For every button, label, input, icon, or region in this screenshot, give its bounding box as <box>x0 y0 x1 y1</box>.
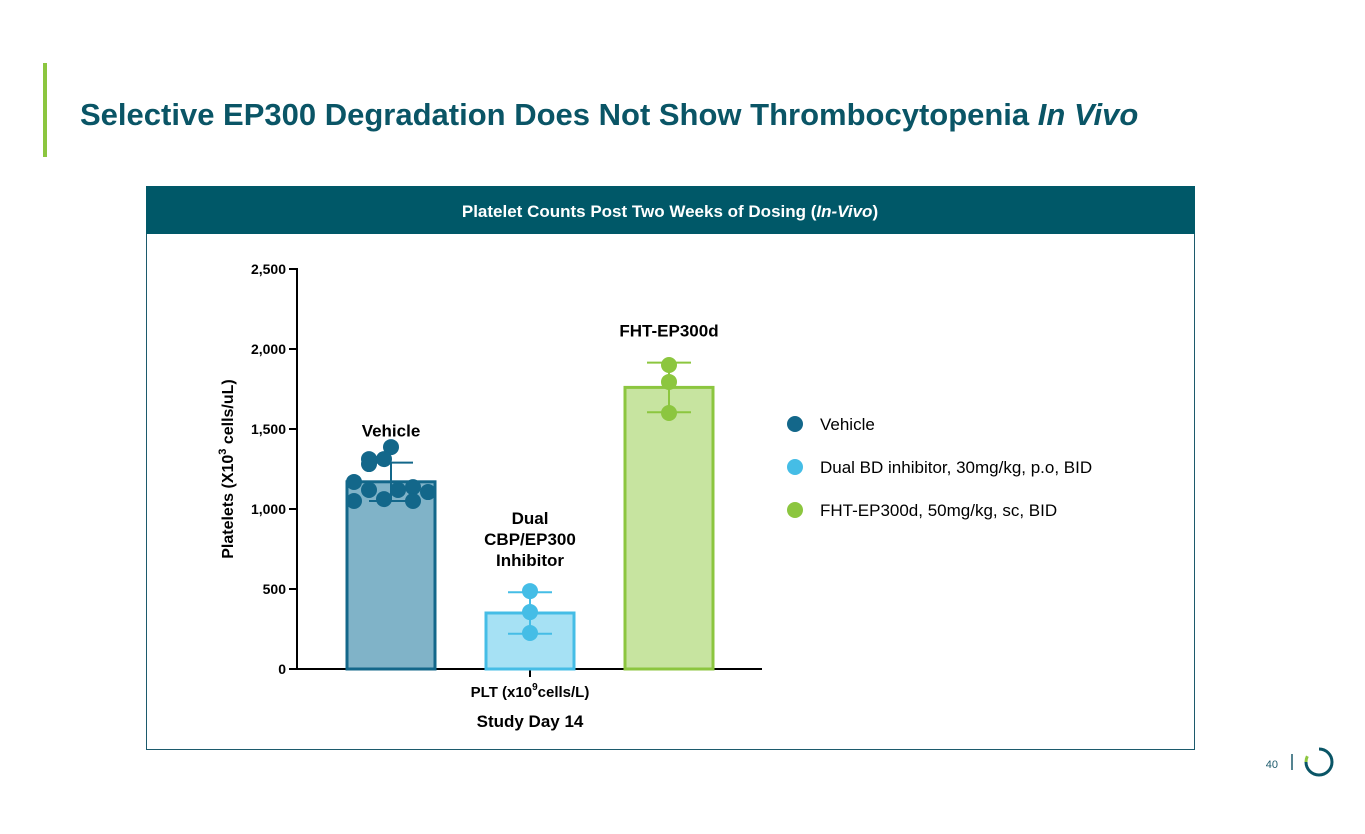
legend-label: FHT-EP300d, 50mg/kg, sc, BID <box>820 501 1057 520</box>
panel-title: Platelet Counts Post Two Weeks of Dosing… <box>462 202 878 221</box>
data-point <box>420 484 436 501</box>
data-point <box>376 451 392 468</box>
legend-label: Vehicle <box>820 415 875 434</box>
data-point <box>346 493 362 509</box>
accent-bar <box>43 63 47 157</box>
legend-marker <box>787 459 803 475</box>
bar-label: Inhibitor <box>496 551 564 570</box>
y-tick-label: 500 <box>263 581 287 597</box>
data-point <box>390 481 406 498</box>
data-point <box>405 479 421 496</box>
bar-label: Vehicle <box>362 422 421 441</box>
y-tick-label: 2,000 <box>251 341 286 357</box>
page-number: 40 <box>1266 759 1278 771</box>
ylabel-sup: 3 <box>217 449 229 455</box>
data-point <box>376 491 392 508</box>
data-point <box>522 625 538 641</box>
data-point <box>522 583 538 600</box>
header-part: In-Vivo <box>816 202 872 221</box>
y-tick-label: 1,500 <box>251 421 286 437</box>
y-tick-label: 2,500 <box>251 261 286 277</box>
legend-label: Dual BD inhibitor, 30mg/kg, p.o, BID <box>820 458 1092 477</box>
data-point <box>661 357 677 373</box>
slide-title: Selective EP300 Degradation Does Not Sho… <box>80 97 1138 132</box>
panel-header <box>146 186 1195 234</box>
logo-arc <box>1304 747 1334 777</box>
data-point <box>346 473 362 490</box>
legend-marker <box>787 416 803 432</box>
x-axis-label-2: Study Day 14 <box>477 712 584 731</box>
xlabel-part: PLT (x10 <box>471 684 532 701</box>
legend-marker <box>787 502 803 518</box>
header-part: Platelet Counts Post Two Weeks of Dosing… <box>462 202 817 221</box>
xlabel-sup: 9 <box>532 682 538 693</box>
data-point <box>661 373 677 390</box>
bar <box>345 480 437 671</box>
bar <box>623 385 715 671</box>
data-point <box>522 604 538 621</box>
bar-label: FHT-EP300d <box>619 322 718 341</box>
data-point <box>661 405 677 421</box>
data-point <box>383 439 399 456</box>
bar-label: CBP/EP300 <box>484 530 576 549</box>
title-italic: In Vivo <box>1038 97 1138 132</box>
data-point <box>361 456 377 473</box>
logo-arc-accent <box>1304 747 1320 763</box>
y-tick-label: 0 <box>278 661 286 677</box>
ylabel-part: cells/uL) <box>220 379 237 448</box>
title-text: Selective EP300 Degradation Does Not Sho… <box>80 97 1030 132</box>
x-axis-label: PLT (x109cells/L) <box>471 682 590 701</box>
data-point <box>361 481 377 498</box>
y-axis-label: Platelets (X103 cells/uL) <box>217 379 237 559</box>
y-tick-label: 1,000 <box>251 501 286 517</box>
ylabel-part: Platelets (X10 <box>220 455 237 559</box>
bar-label: Dual <box>512 509 549 528</box>
xlabel-part: cells/L) <box>538 684 590 701</box>
data-point <box>405 493 421 509</box>
header-part: ) <box>872 202 878 221</box>
